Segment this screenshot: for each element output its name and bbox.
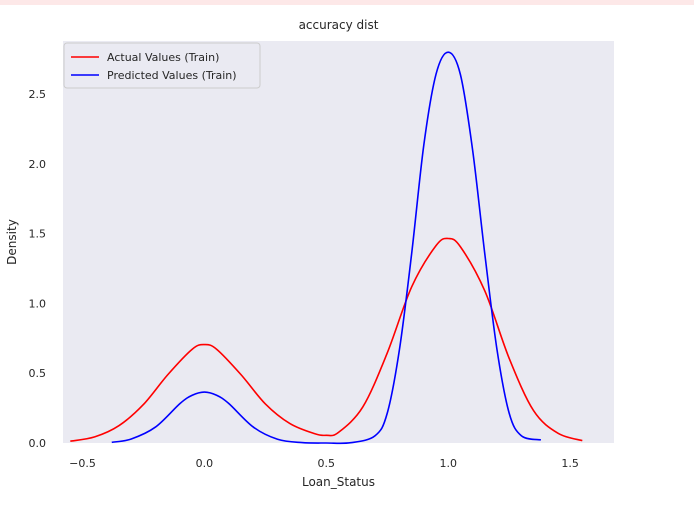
legend: Actual Values (Train) Predicted Values (T… (63, 42, 261, 89)
y-axis-ticks: 0.0 0.5 1.0 1.5 2.0 2.5 (29, 88, 47, 450)
x-tick-label: 1.5 (561, 457, 579, 470)
y-tick-label: 0.5 (29, 367, 47, 380)
legend-label: Predicted Values (Train) (107, 69, 237, 82)
top-border-strip (0, 0, 694, 5)
x-tick-label: −0.5 (69, 457, 96, 470)
x-axis-title: Loan_Status (302, 475, 375, 489)
series-layer (70, 51, 583, 445)
legend-box (63, 42, 261, 89)
chart-title: accuracy dist (299, 18, 379, 32)
actual-values-line (70, 237, 583, 442)
plot-area (63, 41, 614, 443)
y-tick-label: 0.0 (29, 437, 47, 450)
y-tick-label: 2.5 (29, 88, 47, 101)
x-tick-label: 1.0 (439, 457, 457, 470)
y-tick-label: 1.5 (29, 228, 47, 241)
y-axis-title: Density (5, 219, 19, 265)
x-axis-ticks: −0.5 0.0 0.5 1.0 1.5 (69, 457, 579, 470)
predicted-values-line (111, 51, 542, 445)
x-tick-label: 0.0 (196, 457, 214, 470)
x-tick-label: 0.5 (318, 457, 336, 470)
legend-label: Actual Values (Train) (107, 51, 219, 64)
y-tick-label: 2.0 (29, 158, 47, 171)
y-tick-label: 1.0 (29, 297, 47, 310)
